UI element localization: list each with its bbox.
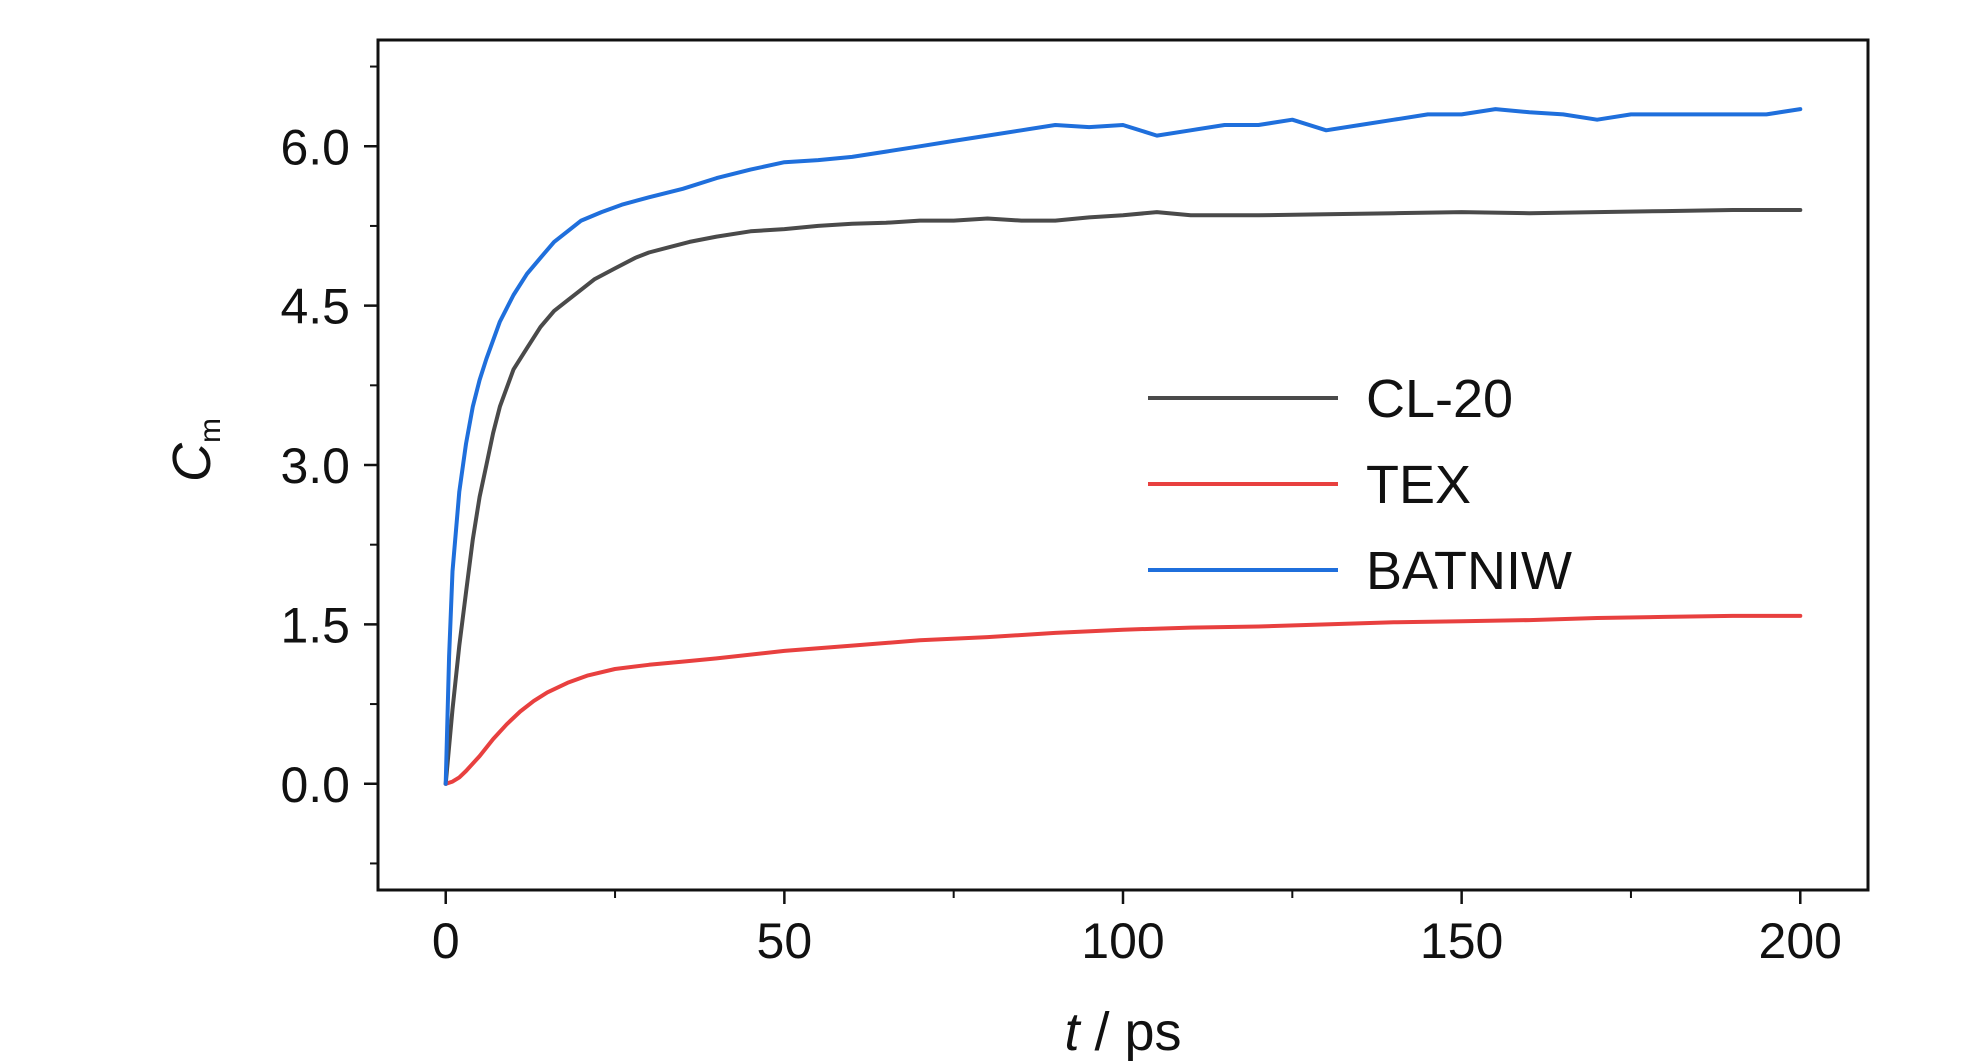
legend-label-0: CL-20 <box>1366 369 1513 429</box>
legend-label-2: BATNIW <box>1366 541 1572 601</box>
series-layer <box>443 107 1803 786</box>
y-tick-label: 0.0 <box>280 757 350 813</box>
series-line-0 <box>443 208 1803 786</box>
y-axis: 0.0 1.5 3.0 4.5 6.0 <box>280 65 378 865</box>
x-tick-label: 100 <box>1081 913 1164 969</box>
x-tick-label: 50 <box>757 913 813 969</box>
series-line-2 <box>443 107 1803 786</box>
x-tick-label: 150 <box>1420 913 1503 969</box>
y-tick-label: 6.0 <box>280 119 350 175</box>
legend: CL-20 TEX BATNIW <box>1148 369 1572 601</box>
x-axis: 0 50 100 150 200 <box>432 890 1842 969</box>
y-axis-title: Cm <box>162 418 227 482</box>
y-tick-label: 3.0 <box>280 438 350 494</box>
x-tick-label: 200 <box>1759 913 1842 969</box>
series-line-1 <box>443 613 1803 786</box>
y-tick-label: 4.5 <box>280 279 350 335</box>
x-tick-label: 0 <box>432 913 460 969</box>
legend-label-1: TEX <box>1366 455 1471 515</box>
x-axis-title: t / ps <box>1064 1002 1181 1062</box>
plot-frame <box>376 38 1870 892</box>
y-tick-label: 1.5 <box>280 597 350 653</box>
